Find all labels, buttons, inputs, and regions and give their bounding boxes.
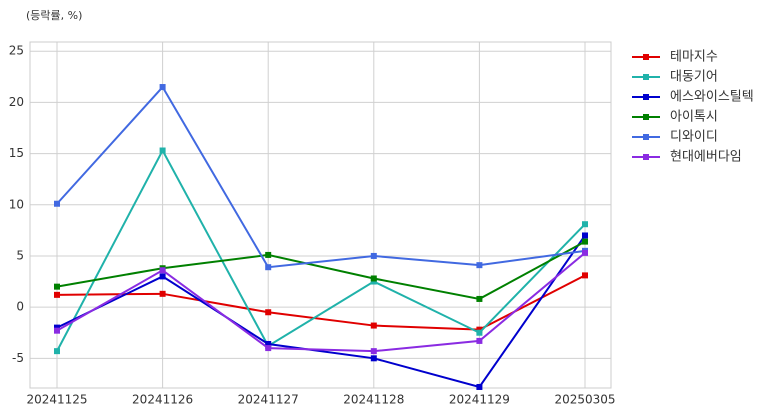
y-tick-label: 5 bbox=[16, 248, 24, 262]
series-line bbox=[56, 274, 586, 331]
legend-label: 아이톡시 bbox=[670, 110, 718, 125]
x-tick-label: 20250305 bbox=[554, 393, 615, 407]
legend-label: 테마지수 bbox=[670, 50, 718, 65]
point bbox=[265, 345, 272, 352]
point bbox=[54, 348, 60, 355]
point bbox=[159, 84, 166, 91]
point bbox=[159, 290, 166, 297]
legend-marker bbox=[643, 74, 649, 80]
annotation: (등락률, %) bbox=[26, 9, 82, 22]
point bbox=[476, 262, 483, 269]
point bbox=[54, 327, 60, 334]
point bbox=[370, 275, 377, 282]
point bbox=[370, 278, 377, 285]
point bbox=[159, 273, 166, 280]
point bbox=[582, 232, 588, 239]
point bbox=[265, 340, 272, 347]
legend-label: 대동기어 bbox=[670, 70, 718, 85]
series-line bbox=[56, 240, 586, 300]
y-tick-label: 10 bbox=[9, 197, 24, 211]
point bbox=[370, 348, 377, 355]
point bbox=[582, 249, 588, 256]
point bbox=[54, 291, 60, 298]
legend-label: 현대에버다임 bbox=[670, 150, 742, 165]
point bbox=[54, 324, 60, 331]
x-tick-label: 20241125 bbox=[26, 393, 87, 407]
series-line bbox=[56, 252, 586, 353]
point bbox=[476, 295, 483, 302]
point bbox=[582, 221, 588, 228]
point bbox=[476, 329, 483, 336]
point bbox=[476, 326, 483, 333]
point bbox=[370, 252, 377, 259]
point bbox=[159, 147, 166, 154]
y-tick-label: 25 bbox=[9, 44, 24, 58]
legend-marker bbox=[643, 114, 649, 120]
point bbox=[265, 309, 272, 316]
x-tick-label: 20241129 bbox=[449, 393, 510, 407]
y-tick-label: -5 bbox=[12, 351, 24, 365]
legend-label: 디와이디 bbox=[670, 130, 718, 145]
series-line bbox=[56, 85, 586, 269]
point bbox=[265, 251, 272, 258]
point bbox=[370, 322, 377, 329]
point bbox=[476, 383, 483, 390]
point bbox=[54, 200, 60, 207]
legend-marker bbox=[643, 54, 649, 60]
y-tick-label: 15 bbox=[9, 146, 24, 160]
legend-marker bbox=[643, 154, 649, 160]
point bbox=[582, 238, 588, 245]
y-tick-label: 20 bbox=[9, 95, 24, 109]
plot-frame bbox=[29, 41, 612, 389]
series-line bbox=[56, 148, 586, 352]
y-tick-label: 0 bbox=[16, 300, 24, 314]
point bbox=[582, 272, 588, 279]
legend-marker bbox=[643, 94, 649, 100]
point bbox=[54, 283, 60, 290]
point bbox=[159, 267, 166, 274]
legend-marker bbox=[643, 134, 649, 140]
legend-label: 에스와이스틸텍 bbox=[670, 90, 754, 105]
point bbox=[370, 355, 377, 362]
series-line bbox=[56, 234, 586, 389]
point bbox=[265, 264, 272, 271]
x-tick-label: 20241128 bbox=[343, 393, 404, 407]
point bbox=[476, 337, 483, 344]
x-tick-label: 20241126 bbox=[132, 393, 193, 407]
x-tick-label: 20241127 bbox=[238, 393, 299, 407]
